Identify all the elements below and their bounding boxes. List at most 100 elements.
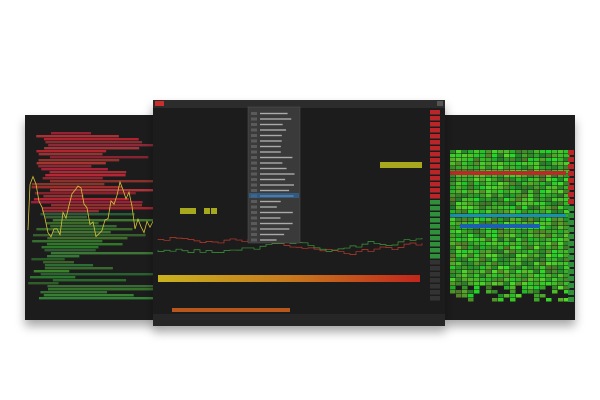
heat-cell [516,254,522,258]
heat-cell [462,262,468,266]
heat-cell [504,294,510,298]
heat-cell [534,166,540,170]
heat-cell [510,246,516,250]
heat-cell [474,266,480,270]
heat-cell [534,230,540,234]
heat-row [33,270,70,273]
heat-cell [528,174,534,178]
heat-cell [522,218,528,222]
heat-cell [480,198,486,202]
heat-row [49,171,127,174]
heat-cell [498,186,504,190]
heat-cell [546,298,552,302]
heat-cell [564,246,570,250]
heat-cell [510,242,516,246]
price-line [27,175,154,238]
heat-cell [552,206,558,210]
menu-label [260,184,294,186]
heat-cell [456,202,462,206]
heat-cell [546,278,552,282]
menu-icon [251,233,257,236]
heat-cell [450,182,456,186]
menu-label [260,151,281,153]
heat-cell [474,206,480,210]
heat-cell [450,178,456,182]
heat-cell [486,266,492,270]
heat-cell [504,174,510,178]
heat-cell [474,210,480,214]
heat-cell [558,162,564,166]
price-tag [430,248,440,253]
heat-cell [480,274,486,278]
price-tag [430,182,440,187]
heat-cell [486,278,492,282]
heat-cell [486,150,492,154]
heat-cell [540,150,546,154]
heat-cell [474,274,480,278]
heat-cell [558,210,564,214]
heat-cell [462,206,468,210]
heat-cell [534,290,540,294]
heat-cell [474,246,480,250]
heat-cell [450,242,456,246]
price-tag [430,278,440,283]
heat-cell [474,174,480,178]
heat-cell [480,266,486,270]
heat-cell [510,206,516,210]
price-tag [568,234,574,239]
heat-cell [510,250,516,254]
heat-cell [522,278,528,282]
heat-cell [450,290,456,294]
heat-cell [510,158,516,162]
price-tag [430,272,440,277]
heat-cell [468,270,474,274]
heat-cell [540,254,546,258]
heat-cell [546,270,552,274]
heat-cell [462,278,468,282]
heat-cell [504,278,510,282]
heat-cell [540,246,546,250]
heat-cell [474,202,480,206]
menu-label [260,129,287,131]
heat-cell [516,198,522,202]
heat-cell [552,234,558,238]
heat-cell [552,254,558,258]
heat-cell [450,258,456,262]
heat-cell [522,178,528,182]
heat-cell [516,154,522,158]
price-tag [430,224,440,229]
heat-row [46,243,123,246]
heat-cell [564,154,570,158]
heat-cell [492,274,498,278]
heat-row [44,147,140,150]
heat-cell [552,258,558,262]
heat-cell [468,238,474,242]
heat-cell [528,234,534,238]
heat-cell [564,266,570,270]
heat-cell [534,174,540,178]
heat-row [52,279,127,282]
heat-cell [498,190,504,194]
heat-cell [474,282,480,286]
heat-cell [456,222,462,226]
heat-cell [552,162,558,166]
heat-cell [474,186,480,190]
heat-cell [546,206,552,210]
heat-cell [534,222,540,226]
heat-cell [540,286,546,290]
price-tag [568,178,574,183]
menu-label [260,239,277,241]
heat-cell [504,182,510,186]
heat-cell [474,198,480,202]
heat-cell [540,226,546,230]
heat-cell [546,162,552,166]
heat-cell [516,166,522,170]
heat-row [50,252,155,255]
heat-row [31,258,65,261]
heat-cell [498,218,504,222]
heat-cell [528,162,534,166]
heat-cell [474,250,480,254]
heat-cell [480,202,486,206]
heat-cell [516,282,522,286]
heat-row [43,294,134,297]
